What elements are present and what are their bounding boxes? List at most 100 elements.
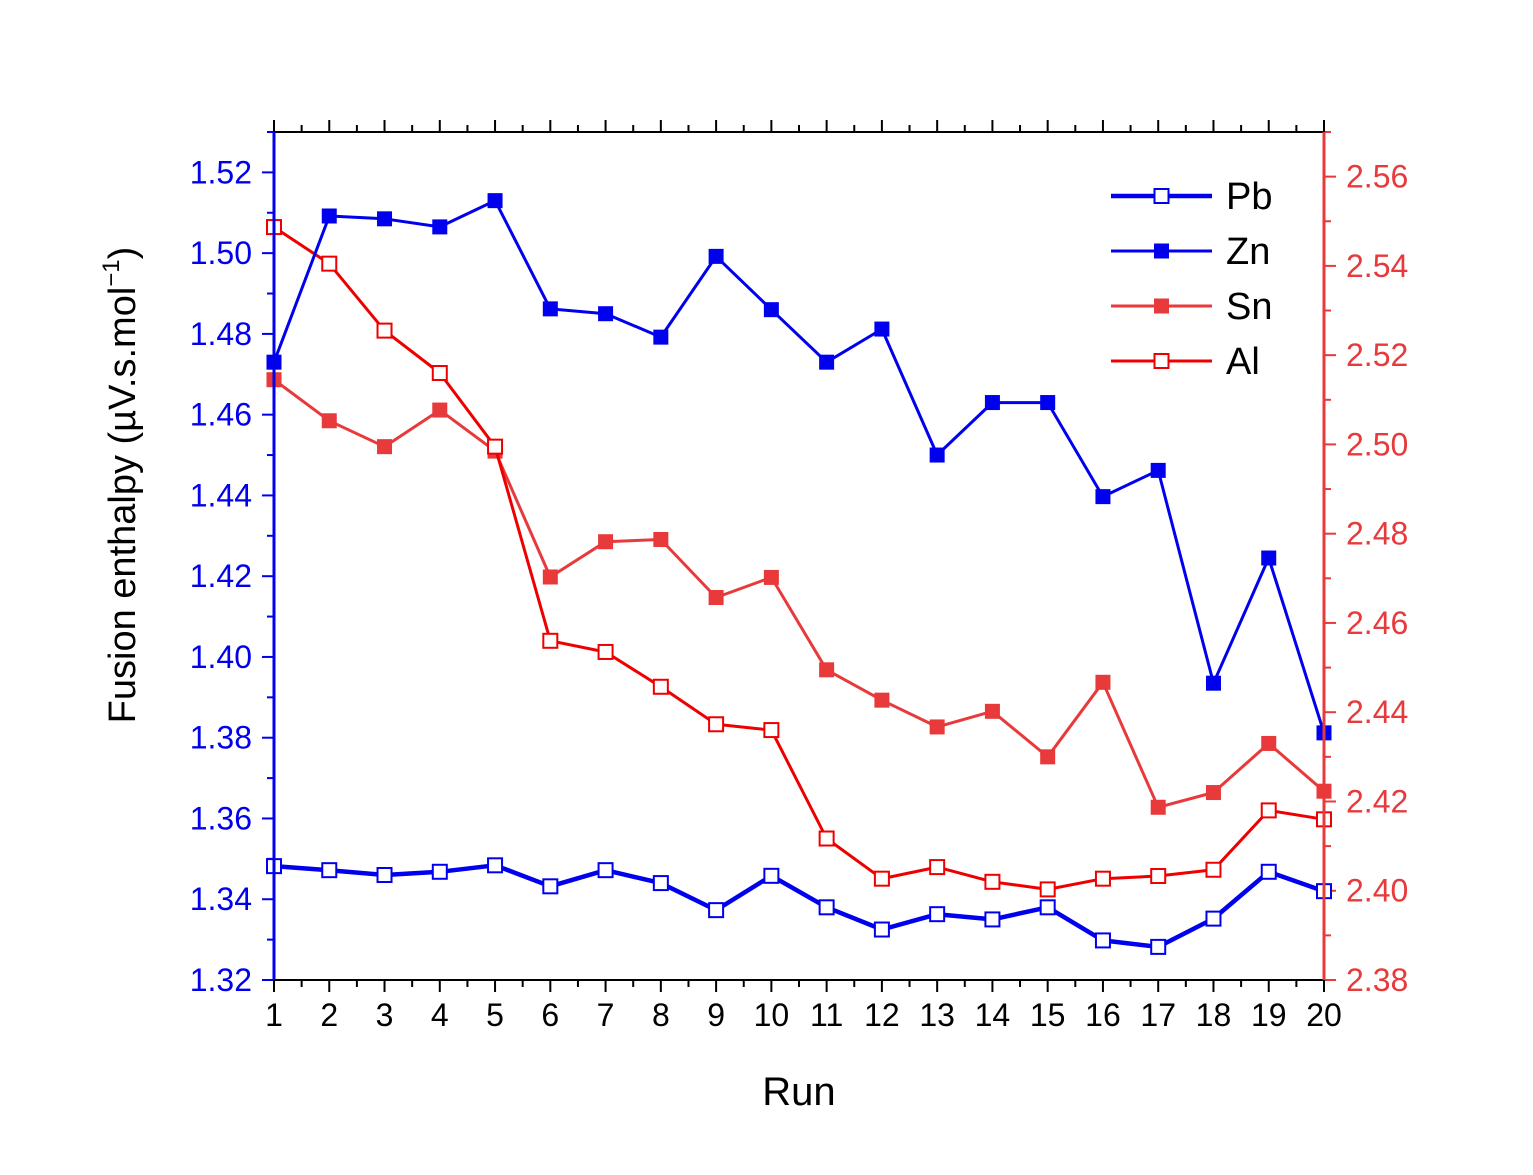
data-point-sn [819, 662, 835, 678]
data-point-al [1260, 802, 1277, 819]
data-point-al [763, 722, 780, 739]
left-y-tick-label: 1.42 [190, 558, 252, 594]
left-y-tick-label: 1.48 [190, 316, 252, 352]
data-point-pb [1150, 938, 1167, 955]
data-point-pb [984, 911, 1001, 928]
data-point-pb [929, 906, 946, 923]
data-point-sn [1261, 735, 1277, 751]
data-point-sn [1095, 674, 1111, 690]
data-point-pb [1094, 932, 1111, 949]
data-point-al [1039, 881, 1056, 898]
series-sn [266, 372, 1332, 815]
right-y-tick-label: 2.54 [1346, 248, 1408, 284]
series-line-al [273, 225, 1325, 891]
x-axis: 1 2 3 4 5 6 7 8 9 10 11 12 13 14 15 16 17 18 19 20 [265, 120, 1342, 1033]
left-y-tick-label: 1.38 [190, 720, 252, 756]
x-tick-label: 2 [320, 997, 338, 1033]
x-tick-label: 7 [597, 997, 615, 1033]
series-pb [266, 857, 1332, 955]
right-y-tick-label: 2.38 [1346, 962, 1408, 998]
data-point-zn [432, 219, 448, 235]
legend-label-zn: Zn [1226, 231, 1270, 273]
x-tick-label: 11 [810, 997, 843, 1033]
data-point-zn [929, 447, 945, 463]
data-point-zn [542, 301, 558, 317]
data-point-sn [542, 569, 558, 585]
data-point-zn [984, 395, 1000, 411]
series-line-zn [272, 199, 1326, 734]
data-point-zn [819, 354, 835, 370]
right-y-tick-label: 2.46 [1346, 605, 1408, 641]
data-point-zn [763, 302, 779, 318]
series-zn [266, 193, 1332, 741]
data-point-al [542, 632, 559, 649]
data-point-sn [929, 719, 945, 735]
data-point-sn [763, 569, 779, 585]
data-point-al [431, 365, 448, 382]
right-y-tick-label: 2.44 [1346, 694, 1408, 730]
x-axis-label: Run [762, 1070, 835, 1114]
data-point-sn [321, 413, 337, 429]
data-point-zn [1261, 550, 1277, 566]
legend-marker-al [1153, 353, 1170, 369]
left-y-tick-label: 1.36 [190, 800, 252, 836]
x-tick-label: 8 [652, 997, 670, 1033]
right-y-tick-label: 2.52 [1346, 337, 1408, 373]
data-point-zn [653, 329, 669, 345]
left-y-tick-label: 1.50 [190, 235, 252, 271]
data-point-pb [708, 902, 725, 919]
data-point-pb [652, 875, 669, 892]
data-point-zn [1205, 675, 1221, 691]
data-point-al [376, 322, 393, 339]
left-y-tick-label: 1.52 [190, 154, 252, 190]
x-tick-label: 17 [1140, 997, 1176, 1033]
x-tick-label: 5 [486, 997, 504, 1033]
legend-label-sn: Sn [1226, 286, 1272, 328]
x-tick-label: 16 [1085, 997, 1121, 1033]
right-y-tick-label: 2.48 [1346, 516, 1408, 552]
series-al [266, 219, 1332, 898]
data-point-pb [542, 878, 559, 895]
data-point-al [708, 716, 725, 733]
x-tick-label: 19 [1251, 997, 1287, 1033]
data-point-al [487, 438, 504, 455]
data-point-pb [763, 867, 780, 884]
data-point-al [818, 830, 835, 847]
y-axis-label-close: ) [102, 247, 144, 260]
data-point-sn [1040, 749, 1056, 765]
x-tick-label: 18 [1196, 997, 1232, 1033]
data-point-al [873, 870, 890, 887]
data-point-pb [873, 921, 890, 938]
data-point-sn [432, 402, 448, 418]
legend-marker-zn [1154, 243, 1169, 259]
right-y-tick-label: 2.40 [1346, 873, 1408, 909]
right-y-axis: 2.38 2.40 2.42 2.44 2.46 2.48 2.50 2.52 2.54 2.56 [1324, 131, 1408, 998]
data-point-zn [321, 208, 337, 224]
left-y-tick-label: 1.40 [190, 639, 252, 675]
data-point-zn [874, 321, 890, 337]
data-point-pb [376, 867, 393, 884]
x-tick-label: 10 [754, 997, 790, 1033]
data-point-zn [487, 193, 503, 209]
right-y-tick-label: 2.42 [1346, 783, 1408, 819]
data-point-pb [321, 862, 338, 879]
x-tick-label: 20 [1306, 997, 1342, 1033]
left-y-axis: 1.32 1.34 1.36 1.38 1.40 1.42 1.44 1.46 1.48 1.50… [190, 131, 274, 998]
series-line-sn [273, 378, 1325, 809]
x-tick-label: 14 [975, 997, 1011, 1033]
data-point-pb [431, 863, 448, 880]
data-point-sn [1205, 785, 1221, 801]
data-point-zn [377, 211, 393, 227]
data-point-sn [984, 703, 1000, 719]
right-y-tick-label: 2.50 [1346, 426, 1408, 462]
data-point-pb [1260, 863, 1277, 880]
data-point-al [929, 859, 946, 876]
legend: Pb Zn Sn Al [1111, 176, 1272, 383]
data-point-sn [598, 534, 614, 550]
data-point-al [321, 255, 338, 272]
y-axis-label: Fusion enthalpy (µV.s.mol−1) [98, 247, 144, 724]
data-point-sn [1150, 799, 1166, 815]
data-point-zn [1095, 489, 1111, 505]
data-point-zn [708, 248, 724, 264]
legend-marker-sn [1154, 298, 1169, 314]
